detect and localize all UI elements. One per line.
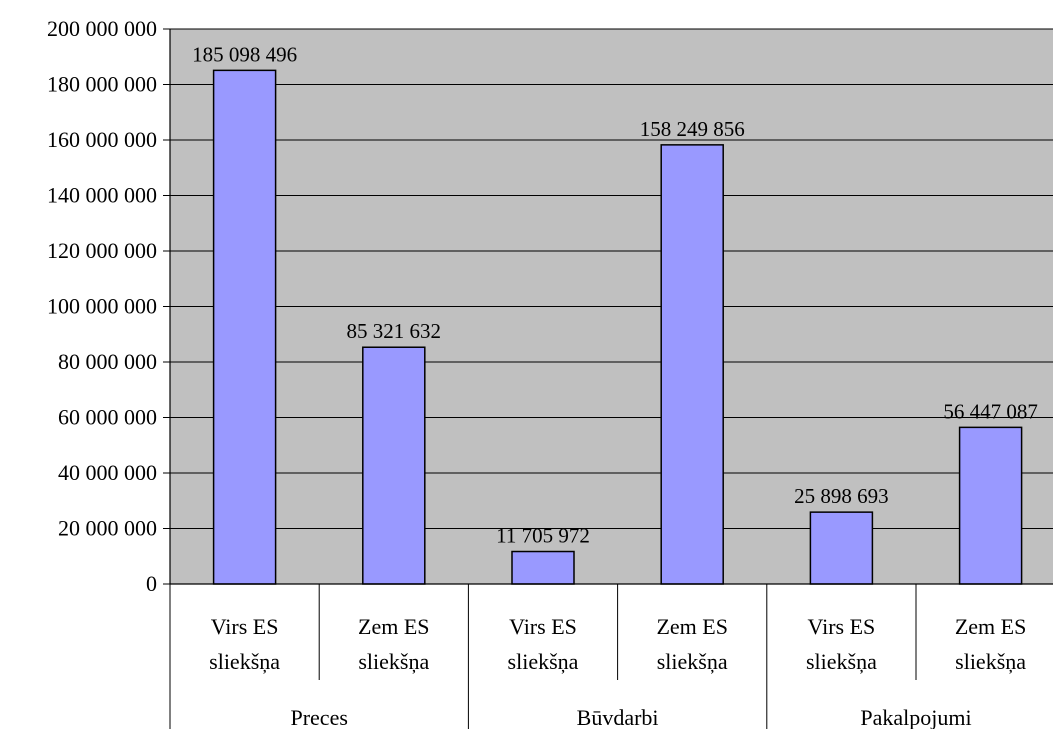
category-label-line2: sliekšņa [955,649,1026,674]
group-label: Būvdarbi [577,705,659,729]
bar [660,144,724,585]
y-tick-label: 180 000 000 [47,72,157,97]
y-tick-label: 40 000 000 [58,460,157,485]
y-tick-label: 20 000 000 [58,516,157,541]
bar [511,550,575,585]
category-label-line1: Zem ES [955,614,1027,639]
data-label: 158 249 856 [640,117,745,141]
data-label: 85 321 632 [347,319,442,343]
category-label-line1: Virs ES [509,614,577,639]
y-tick-label: 200 000 000 [47,16,157,41]
data-labels: 185 098 496 85 321 632 11 705 972 158 249 8… [192,42,1038,547]
data-label: 185 098 496 [192,42,297,66]
category-label-line2: sliekšņa [508,649,579,674]
y-tick-label: 100 000 000 [47,294,157,319]
bars [212,69,1023,585]
category-label-line2: sliekšņa [209,649,280,674]
bar [809,511,874,585]
category-label-line2: sliekšņa [358,649,429,674]
y-tick-label: 60 000 000 [58,405,157,430]
category-axis: Virs ES sliekšņa Zem ES sliekšņa Virs ES slie… [169,584,1027,729]
bar [362,346,426,585]
y-tick-label: 140 000 000 [47,183,157,208]
gridlines [170,28,1053,529]
group-label: Preces [290,705,347,729]
data-label: 56 447 087 [943,399,1038,423]
y-tick-label: 80 000 000 [58,349,157,374]
axes: 0 20 000 000 40 000 000 60 000 000 80 000 00… [47,16,1053,596]
bar [958,426,1023,585]
y-tick-label: 0 [146,571,157,596]
y-tick-label: 120 000 000 [47,238,157,263]
group-label: Pakalpojumi [860,705,971,729]
category-label-line1: Virs ES [808,614,876,639]
y-tick-label: 160 000 000 [47,127,157,152]
category-label-line1: Virs ES [211,614,279,639]
category-label-line2: sliekšņa [657,649,728,674]
data-label: 11 705 972 [496,524,590,548]
category-label-line2: sliekšņa [806,649,877,674]
bar [212,69,277,585]
category-label-line1: Zem ES [358,614,430,639]
category-label-line1: Zem ES [656,614,728,639]
data-label: 25 898 693 [794,484,889,508]
